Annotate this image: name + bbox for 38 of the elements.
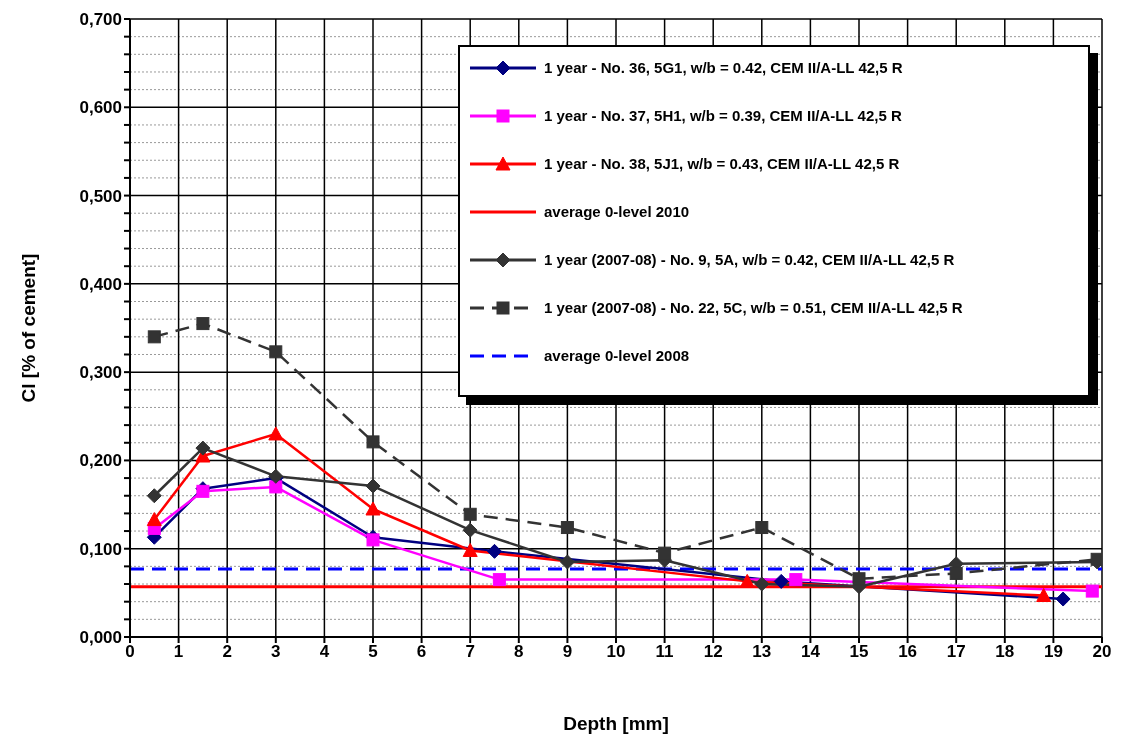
x-tick-label: 11: [655, 642, 674, 662]
y-axis-title: Cl [% of cement]: [17, 253, 39, 403]
x-tick-label: 8: [514, 642, 524, 662]
x-tick-label: 5: [368, 642, 378, 662]
x-tick-label: 20: [1092, 642, 1112, 662]
x-tick-label: 2: [222, 642, 232, 662]
legend-label: 1 year - No. 37, 5H1, w/b = 0.39, CEM II/A-LL 42,5 R: [544, 107, 902, 125]
legend-label: 1 year (2007-08) - No. 9, 5A, w/b = 0.42, CEM II/A-LL 42,5 R: [544, 251, 955, 269]
x-axis-title: Depth [mm]: [563, 713, 669, 734]
x-tick-label: 15: [849, 642, 869, 662]
legend-label: 1 year (2007-08) - No. 22, 5C, w/b = 0.51, CEM II/A-LL 42,5 R: [544, 299, 963, 317]
y-tick-label: 0,300: [79, 363, 122, 383]
y-tick-label: 0,200: [79, 451, 122, 471]
x-tick-label: 14: [800, 642, 821, 662]
y-tick-label: 0,400: [79, 274, 122, 294]
legend-label: 1 year - No. 38, 5J1, w/b = 0.43, CEM II/A-LL 42,5 R: [544, 155, 900, 173]
x-tick-label: 18: [995, 642, 1015, 662]
x-tick-label: 6: [416, 642, 427, 662]
x-tick-label: 10: [606, 642, 626, 662]
x-tick-label: 0: [125, 642, 135, 662]
y-tick-label: 0,600: [79, 98, 122, 118]
y-tick-label: 0,700: [79, 10, 122, 30]
x-tick-label: 13: [752, 642, 772, 662]
x-tick-label: 9: [562, 642, 573, 662]
y-tick-label: 0,000: [79, 628, 122, 648]
x-tick-label: 16: [898, 642, 918, 662]
x-tick-label: 17: [946, 642, 966, 662]
y-tick-label: 0,500: [79, 186, 122, 206]
x-tick-label: 1: [173, 642, 184, 662]
x-tick-label: 12: [703, 642, 723, 662]
x-tick-label: 3: [271, 642, 281, 662]
legend-label: 1 year - No. 36, 5G1, w/b = 0.42, CEM II/A-LL 42,5 R: [544, 59, 903, 77]
x-tick-label: 7: [465, 642, 475, 662]
x-tick-label: 4: [319, 642, 330, 662]
legend-label: average 0-level 2010: [544, 203, 690, 221]
legend-label: average 0-level 2008: [544, 347, 690, 365]
x-tick-label: 19: [1043, 642, 1063, 662]
y-tick-label: 0,100: [79, 539, 122, 559]
